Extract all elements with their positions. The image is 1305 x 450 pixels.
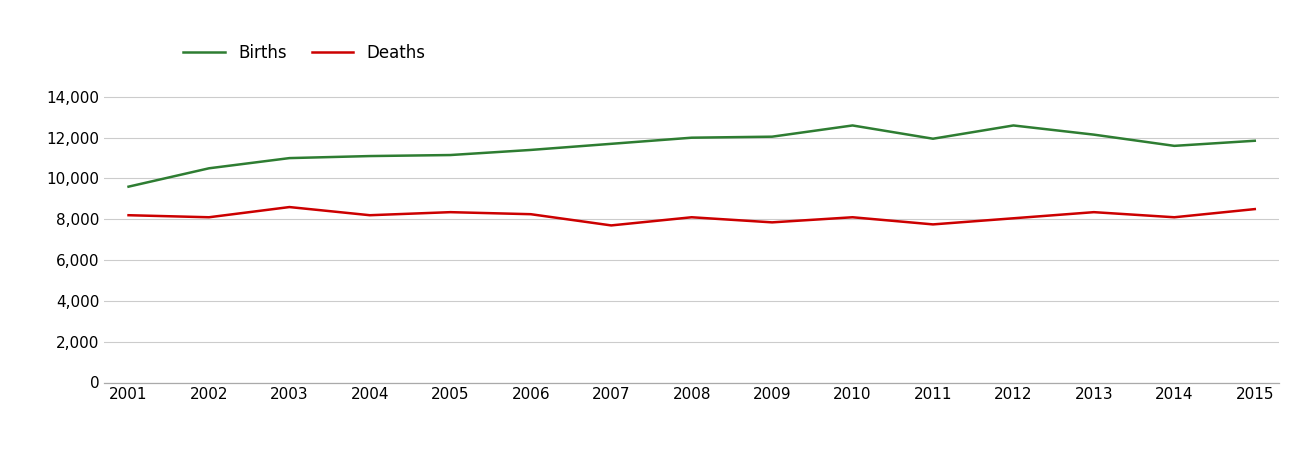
Births: [361, 153, 377, 159]
Births: [1086, 132, 1101, 137]
Births: [765, 134, 780, 140]
Births: [442, 153, 458, 158]
Deaths: [844, 215, 860, 220]
Births: [1006, 123, 1022, 128]
Deaths: [765, 220, 780, 225]
Births: [684, 135, 699, 140]
Deaths: [442, 209, 458, 215]
Legend: Births, Deaths: Births, Deaths: [183, 44, 425, 62]
Line: Deaths: Deaths: [128, 207, 1255, 225]
Deaths: [1086, 209, 1101, 215]
Deaths: [120, 212, 136, 218]
Deaths: [603, 223, 619, 228]
Deaths: [1248, 207, 1263, 212]
Births: [1248, 138, 1263, 144]
Births: [925, 136, 941, 141]
Births: [120, 184, 136, 189]
Line: Births: Births: [128, 126, 1255, 187]
Deaths: [282, 204, 298, 210]
Deaths: [1006, 216, 1022, 221]
Births: [844, 123, 860, 128]
Deaths: [523, 212, 539, 217]
Deaths: [361, 212, 377, 218]
Births: [603, 141, 619, 147]
Births: [282, 155, 298, 161]
Deaths: [1167, 215, 1182, 220]
Deaths: [201, 215, 217, 220]
Deaths: [925, 222, 941, 227]
Births: [201, 166, 217, 171]
Deaths: [684, 215, 699, 220]
Births: [1167, 143, 1182, 148]
Births: [523, 147, 539, 153]
